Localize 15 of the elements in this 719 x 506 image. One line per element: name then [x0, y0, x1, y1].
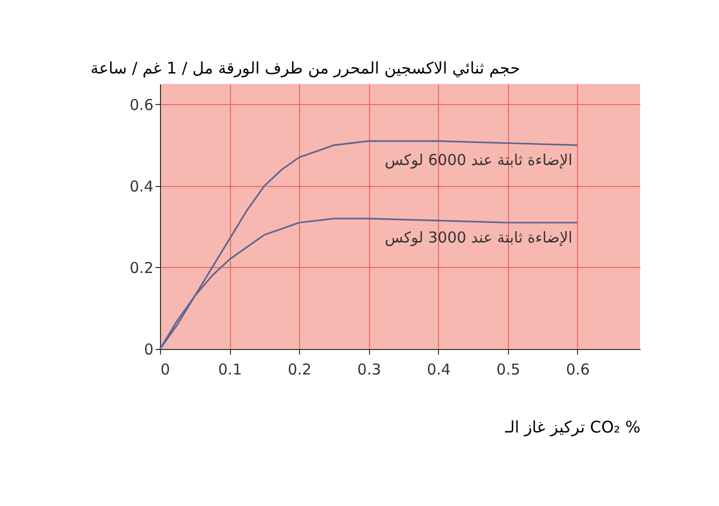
x-tick-label: 0.5: [496, 360, 520, 378]
x-tick-label: 0.3: [357, 360, 382, 378]
x-tick-label: 0.2: [288, 360, 312, 378]
y-tick-label: 0: [144, 340, 154, 358]
x-tick-label: 0: [160, 360, 170, 378]
series-label: الإضاءة ثابتة عند 3000 لوكس: [384, 228, 572, 247]
x-tick-label: 0.1: [218, 360, 242, 378]
x-tick-label: 0.6: [566, 360, 590, 378]
y-tick-label: 0.4: [130, 177, 154, 196]
y-tick-label: 0.6: [130, 96, 154, 114]
y-tick-label: 0.2: [130, 258, 154, 277]
series-label: الإضاءة ثابتة عند 6000 لوكس: [384, 151, 572, 170]
x-tick-label: 0.4: [426, 360, 451, 378]
y-axis-title: حجم ثنائي الاكسجين المحرر من طرف الورقة مل / 1 غم / ساعة: [90, 58, 520, 78]
x-axis-title: تركيز غاز الـ CO₂ %: [504, 418, 640, 436]
